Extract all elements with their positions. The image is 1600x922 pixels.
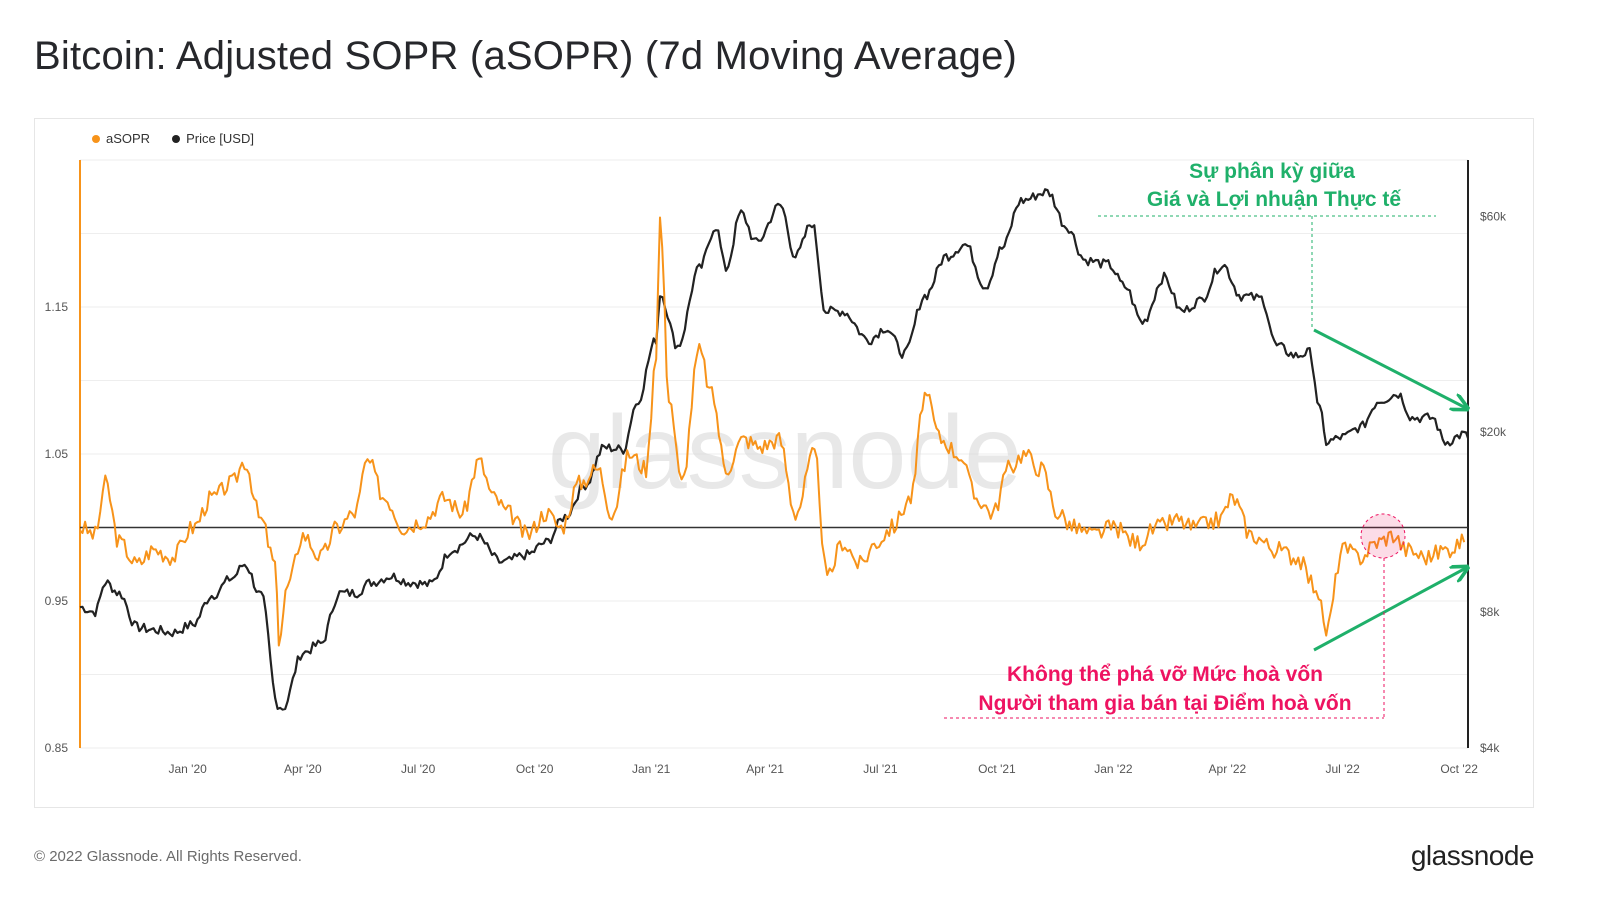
glassnode-logo: glassnode	[1410, 840, 1535, 871]
x-tick-label: Jul '22	[1325, 762, 1360, 776]
y-right-tick-label: $20k	[1480, 425, 1507, 439]
x-tick-label: Jan '21	[632, 762, 671, 776]
asopr-series-line	[79, 216, 1466, 647]
page-title: Bitcoin: Adjusted SOPR (aSOPR) (7d Movin…	[34, 34, 1018, 78]
annotation-divergence-line2: Giá và Lợi nhuận Thực tế	[1147, 188, 1401, 211]
axis-layer: 0.85 0.95 1.05 1.15 $4k $8k $20k $60k Jan '20 Apr…	[45, 160, 1507, 776]
x-tick-label: Jan '20	[168, 762, 207, 776]
x-tick-label: Apr '21	[746, 762, 784, 776]
divergence-arrow-down	[1313, 328, 1466, 408]
y-right-tick-label: $8k	[1480, 605, 1500, 619]
annotation-breakeven-line1: Không thể phá vỡ Mức hoà vốn	[1007, 663, 1323, 686]
copyright-text: © 2022 Glassnode. All Rights Reserved.	[34, 848, 302, 865]
grid-layer	[80, 159, 1468, 749]
y-left-tick-label: 1.05	[45, 447, 69, 461]
divergence-arrow-up	[1313, 568, 1466, 652]
y-left-tick-label: 1.15	[45, 300, 69, 314]
x-tick-label: Apr '22	[1209, 762, 1247, 776]
x-tick-label: Oct '22	[1440, 762, 1478, 776]
chart-frame	[34, 118, 1534, 808]
legend-label-asopr: aSOPR	[106, 131, 151, 146]
y-left-tick-label: 0.95	[45, 594, 69, 608]
breakeven-highlight-circle	[1360, 513, 1406, 559]
chart-legend: aSOPR Price [USD]	[92, 131, 254, 146]
y-right-tick-label: $4k	[1480, 741, 1500, 755]
legend-dot-price	[172, 134, 181, 143]
annotation-breakeven-line2: Người tham gia bán tại Điểm hoà vốn	[978, 692, 1351, 715]
y-left-tick-label: 0.85	[45, 741, 69, 755]
y-right-tick-label: $60k	[1480, 209, 1507, 223]
series-layer	[79, 188, 1470, 711]
price-series-line	[79, 188, 1470, 711]
x-tick-label: Oct '20	[516, 762, 554, 776]
legend-label-price: Price [USD]	[186, 131, 254, 146]
legend-dot-asopr	[92, 134, 100, 143]
x-tick-label: Jan '22	[1094, 762, 1133, 776]
annotation-layer: Sự phân kỳ giữa Giá và Lợi nhuận Thực tế…	[944, 160, 1466, 719]
x-tick-label: Apr '20	[284, 762, 322, 776]
x-tick-label: Jul '21	[863, 762, 898, 776]
legend-item-asopr[interactable]: aSOPR	[92, 131, 150, 146]
x-tick-label: Oct '21	[978, 762, 1016, 776]
x-tick-label: Jul '20	[401, 762, 436, 776]
legend-item-price[interactable]: Price [USD]	[172, 131, 254, 146]
annotation-divergence-line1: Sự phân kỳ giữa	[1189, 160, 1355, 183]
